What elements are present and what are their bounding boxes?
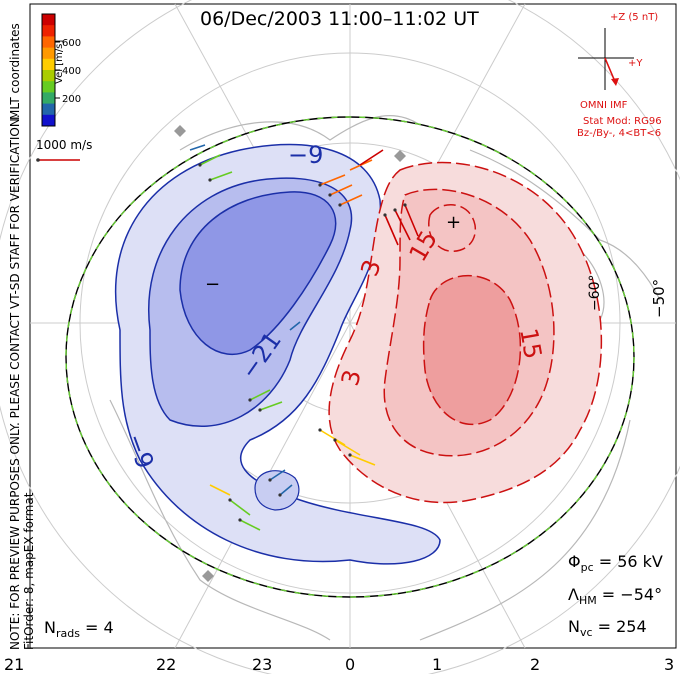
color-bar-segment <box>42 81 55 93</box>
positive-peak-contour <box>428 204 476 252</box>
color-bar-segment <box>42 114 55 127</box>
mlt-tick-1: 1 <box>432 655 443 674</box>
negative-peak-marker: − <box>205 274 220 295</box>
velocity-scale-label: Vel [m/s] <box>54 39 65 84</box>
imf-clock <box>578 28 634 90</box>
phi-value: = 56 kV <box>593 552 663 571</box>
contour-label-pos15-right: 15 <box>514 326 547 361</box>
color-bar-segment <box>42 25 55 37</box>
imf-z-label: +Z (5 nT) <box>610 12 659 23</box>
reference-vector-dot <box>36 158 40 162</box>
cross-polar-potential: Φpc = 56 kV <box>568 552 663 574</box>
contour-label-neg9-top: −9 <box>288 141 323 169</box>
n-symbol: N <box>568 617 580 636</box>
imf-caption: OMNI IMF <box>580 100 628 111</box>
positive-peak-marker: + <box>446 212 461 233</box>
mlt-tick-2: 2 <box>530 655 541 674</box>
phi-subscript: pc <box>580 561 594 575</box>
mlt-tick-23: 23 <box>252 655 273 674</box>
mlt-tick-3: 3 <box>664 655 675 674</box>
radar-markers <box>174 125 406 582</box>
n-subscript: vc <box>579 626 593 640</box>
color-bar-segment <box>42 92 55 105</box>
color-bar-segment <box>42 36 55 49</box>
plot-frame <box>29 3 677 649</box>
nrads-subscript: rads <box>55 627 80 641</box>
velocity-color-bar-ticks <box>55 41 60 99</box>
lambda-value: = −54° <box>596 585 663 604</box>
lambda-symbol: Λ <box>568 585 579 604</box>
radar-count: Nrads = 4 <box>44 618 114 640</box>
imf-condition-label: Bz-/By-, 4<BT<6 <box>577 128 662 139</box>
color-bar-segment <box>42 14 55 26</box>
latitude-label-50: −50° <box>650 278 668 318</box>
vector-dots <box>198 163 407 522</box>
color-bar-segment <box>42 103 55 116</box>
mlt-tick-21: 21 <box>4 655 25 674</box>
stat-model-label: Stat Mod: RG96 <box>583 116 662 127</box>
nrads-symbol: N <box>44 618 56 637</box>
latitude-label-60: −60° <box>587 274 603 311</box>
vector-count: Nvc = 254 <box>568 617 647 639</box>
velocity-vectors <box>189 144 419 531</box>
color-bar-segment <box>42 58 55 71</box>
velocity-color-bar <box>41 13 56 127</box>
preview-note: NOTE: FOR PREVIEW PURPOSES ONLY. PLEASE … <box>8 114 22 650</box>
hm-latitude: ΛHM = −54° <box>568 585 662 607</box>
vel-tick-400: 400 <box>62 66 81 77</box>
vel-tick-600: 600 <box>62 38 81 49</box>
imf-y-label: +Y <box>628 58 643 69</box>
coordinate-system-label: MLT coordinates <box>8 23 22 120</box>
mlt-tick-0: 0 <box>345 655 356 674</box>
nrads-value: = 4 <box>79 618 114 637</box>
page-title: 06/Dec/2003 11:00–11:02 UT <box>200 8 479 30</box>
positive-cell-shade-inner <box>422 274 522 426</box>
lambda-subscript: HM <box>578 594 597 608</box>
reference-vector-label: 1000 m/s <box>36 138 93 152</box>
negative-small-cell <box>254 470 300 511</box>
color-bar-segment <box>42 47 55 60</box>
hm-boundary-dash <box>65 116 635 598</box>
mlt-tick-22: 22 <box>156 655 177 674</box>
color-bar-segment <box>42 70 55 82</box>
vel-tick-200: 200 <box>62 94 81 105</box>
negative-cell-shade-inner <box>179 191 337 355</box>
fit-order-label: FitOrder: 8, mapEX format <box>22 492 36 650</box>
n-value: = 254 <box>592 617 647 636</box>
phi-symbol: Φ <box>568 552 581 571</box>
contour-label-pos3-bottom: 3 <box>336 367 367 389</box>
